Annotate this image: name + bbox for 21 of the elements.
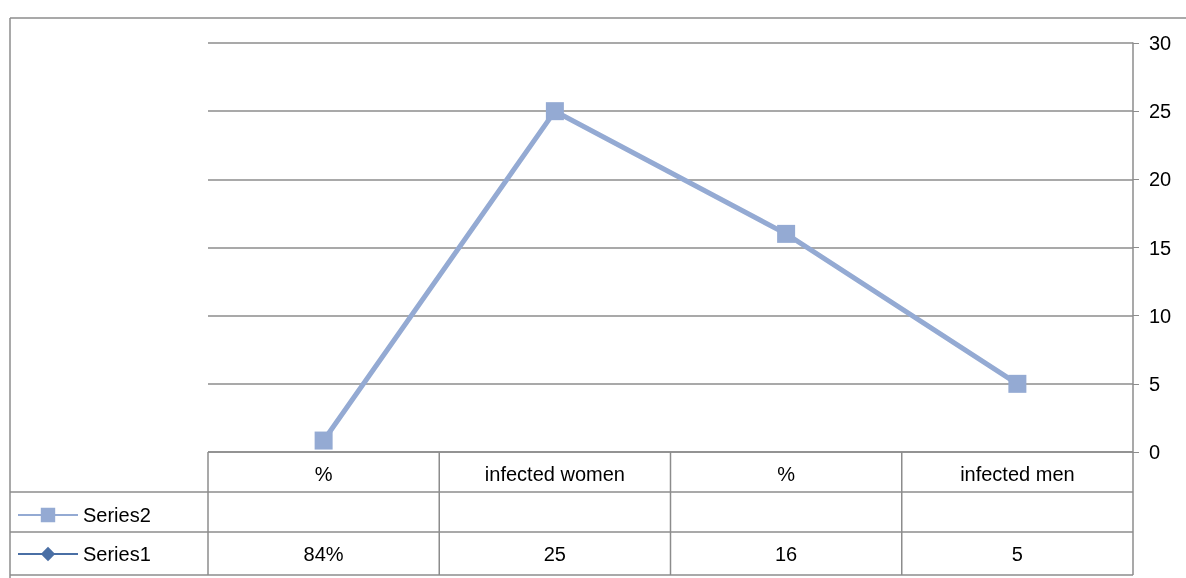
x-tick-label: %: [314, 463, 333, 485]
y-tick-label: 30: [1149, 32, 1172, 54]
y-tick-label: 25: [1149, 100, 1172, 123]
point: [777, 224, 796, 243]
y-tick-label: 10: [1149, 304, 1172, 327]
point: [545, 102, 564, 121]
y-tick-label: 15: [1149, 236, 1172, 259]
point: [314, 431, 333, 450]
text: 84%: [303, 542, 344, 565]
x-tick-label: infected women: [484, 463, 625, 485]
x-tick-label: infected men: [960, 463, 1075, 485]
text: 5: [1011, 542, 1023, 565]
y-tick-label: 0: [1149, 441, 1161, 463]
y-tick-label: 20: [1149, 168, 1172, 191]
text: 16: [775, 542, 798, 565]
x-tick-label: %: [777, 463, 796, 485]
text: 25: [543, 542, 566, 565]
y-tick-label: 5: [1149, 372, 1161, 395]
legend-label: Series2: [83, 504, 151, 526]
legend-label: Series1: [83, 543, 151, 565]
point: [1008, 374, 1027, 393]
